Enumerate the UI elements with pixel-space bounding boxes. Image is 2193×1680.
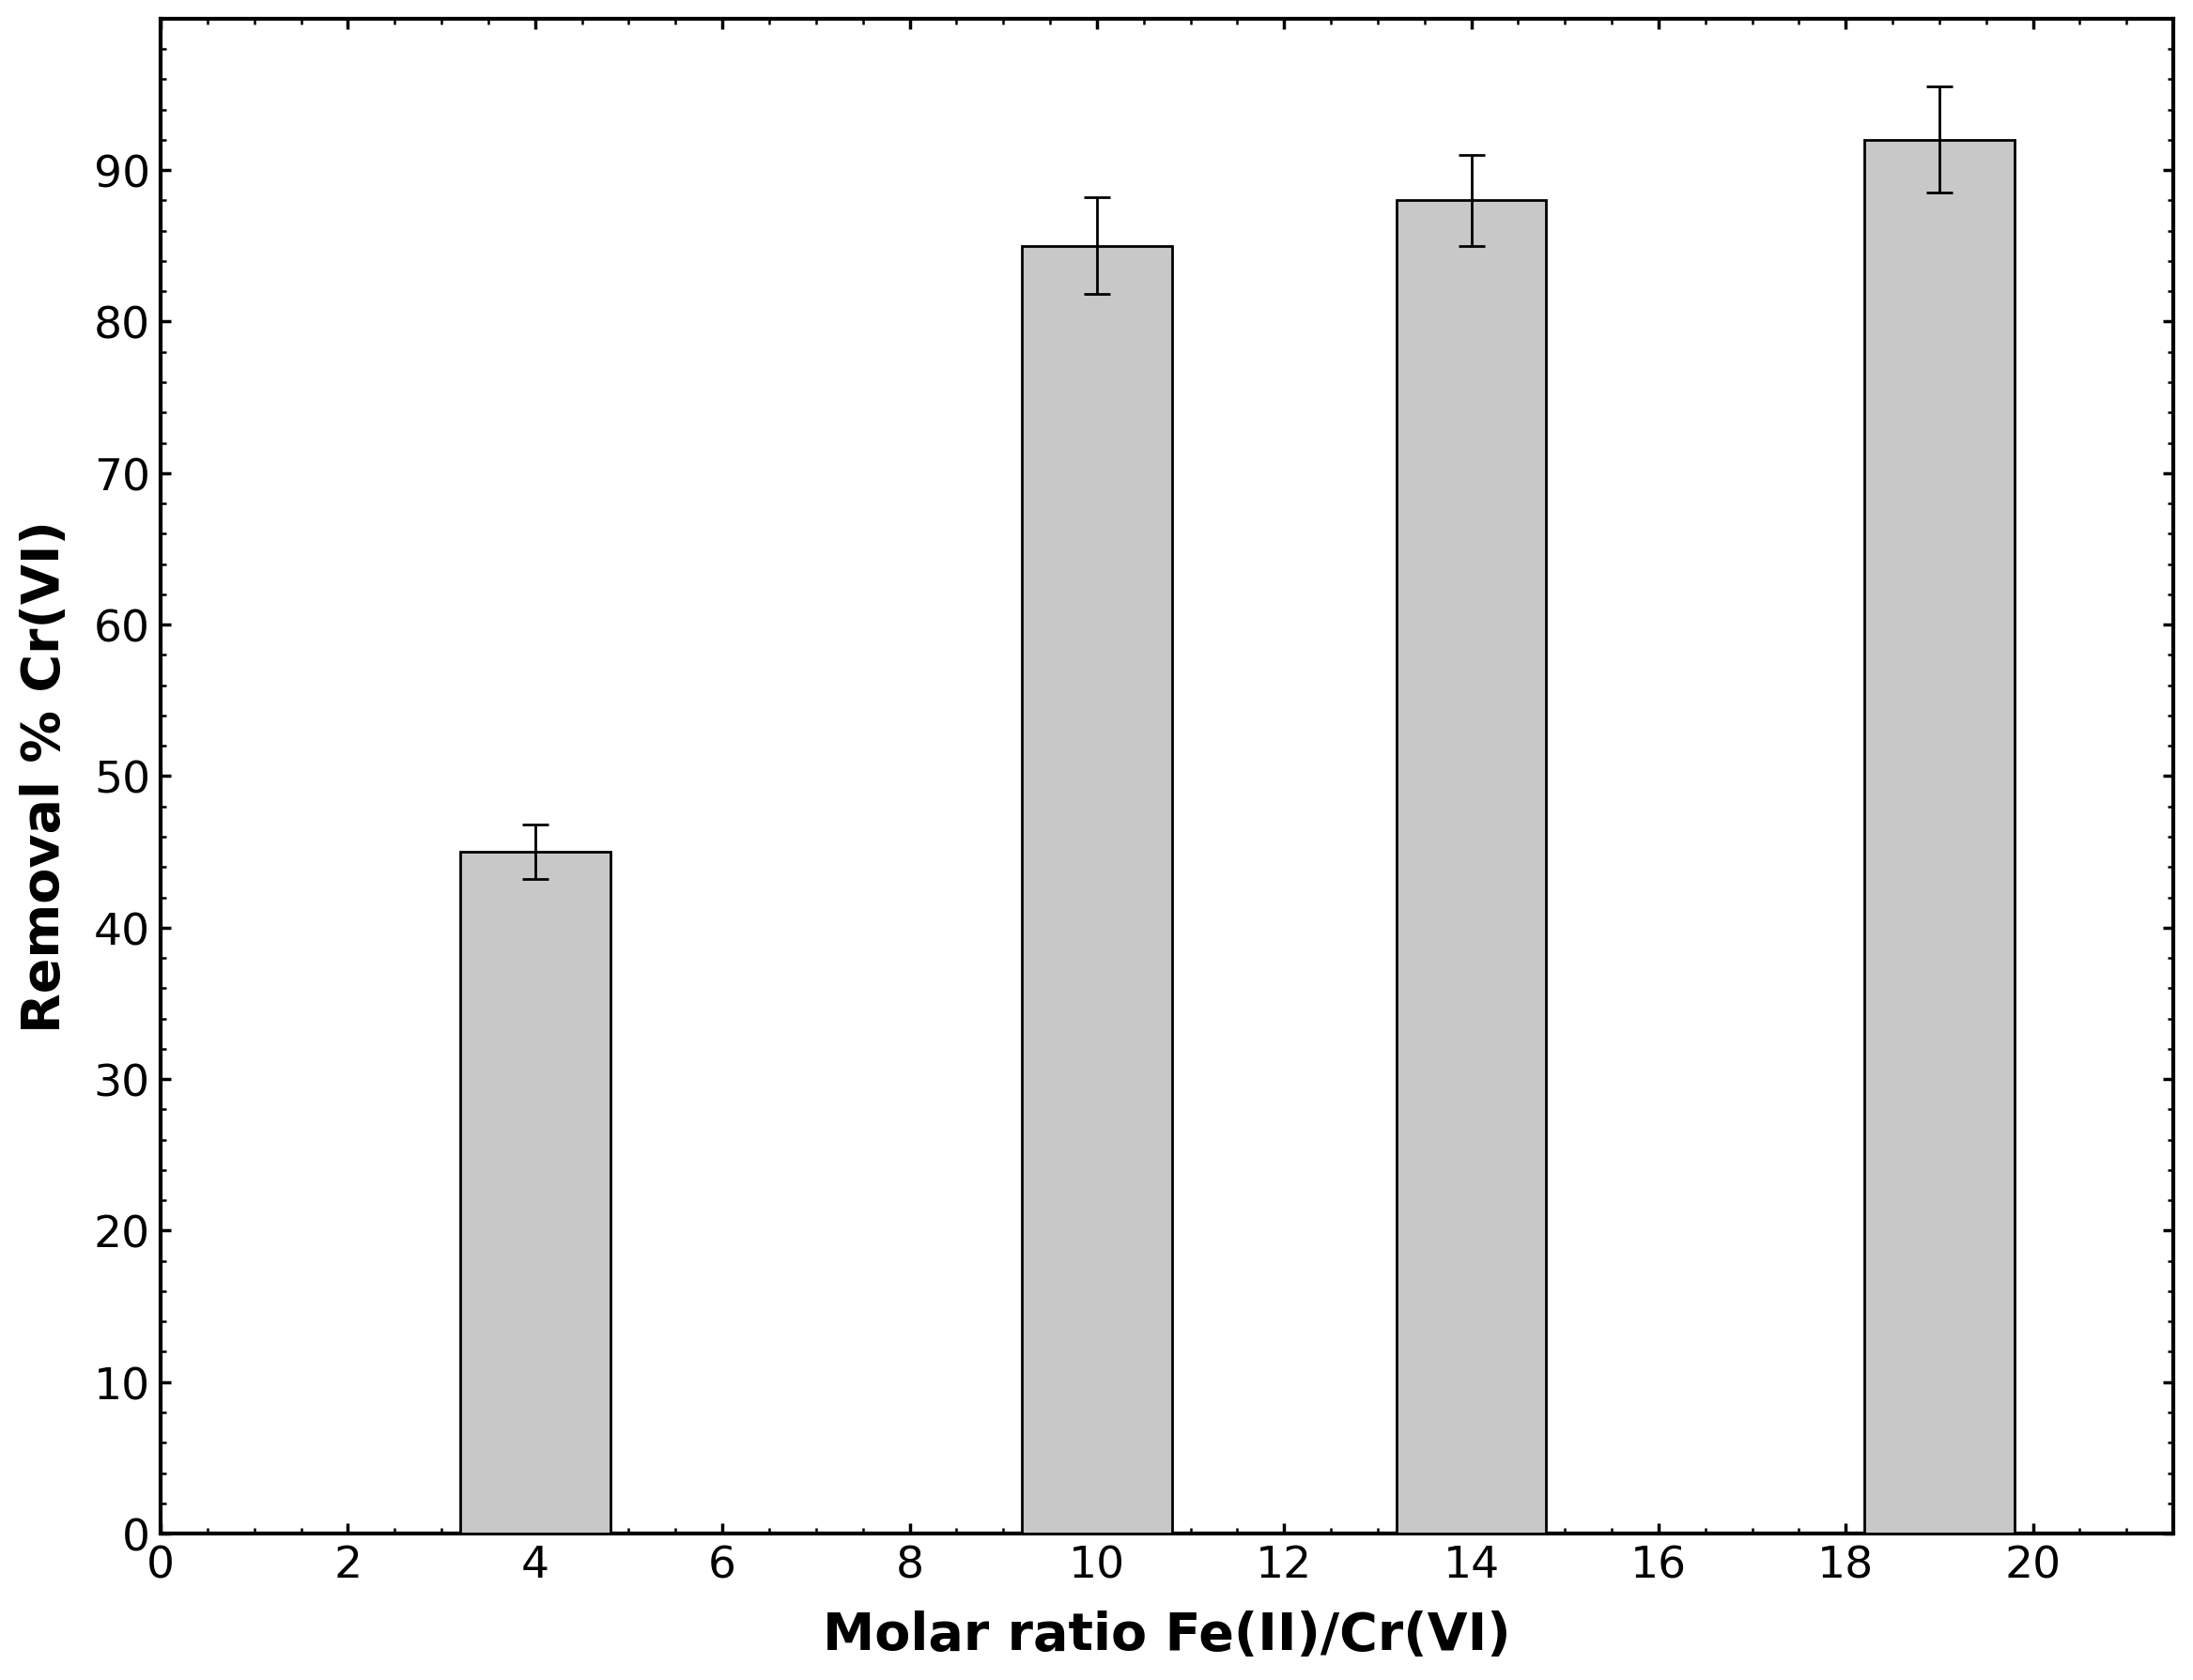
Bar	[1022, 247, 1171, 1534]
Bar	[461, 852, 610, 1534]
Bar	[1864, 141, 2015, 1534]
Bar	[1397, 202, 1546, 1534]
Y-axis label: Removal % Cr(VI): Removal % Cr(VI)	[20, 521, 70, 1033]
X-axis label: Molar ratio Fe(II)/Cr(VI): Molar ratio Fe(II)/Cr(VI)	[822, 1609, 1511, 1660]
